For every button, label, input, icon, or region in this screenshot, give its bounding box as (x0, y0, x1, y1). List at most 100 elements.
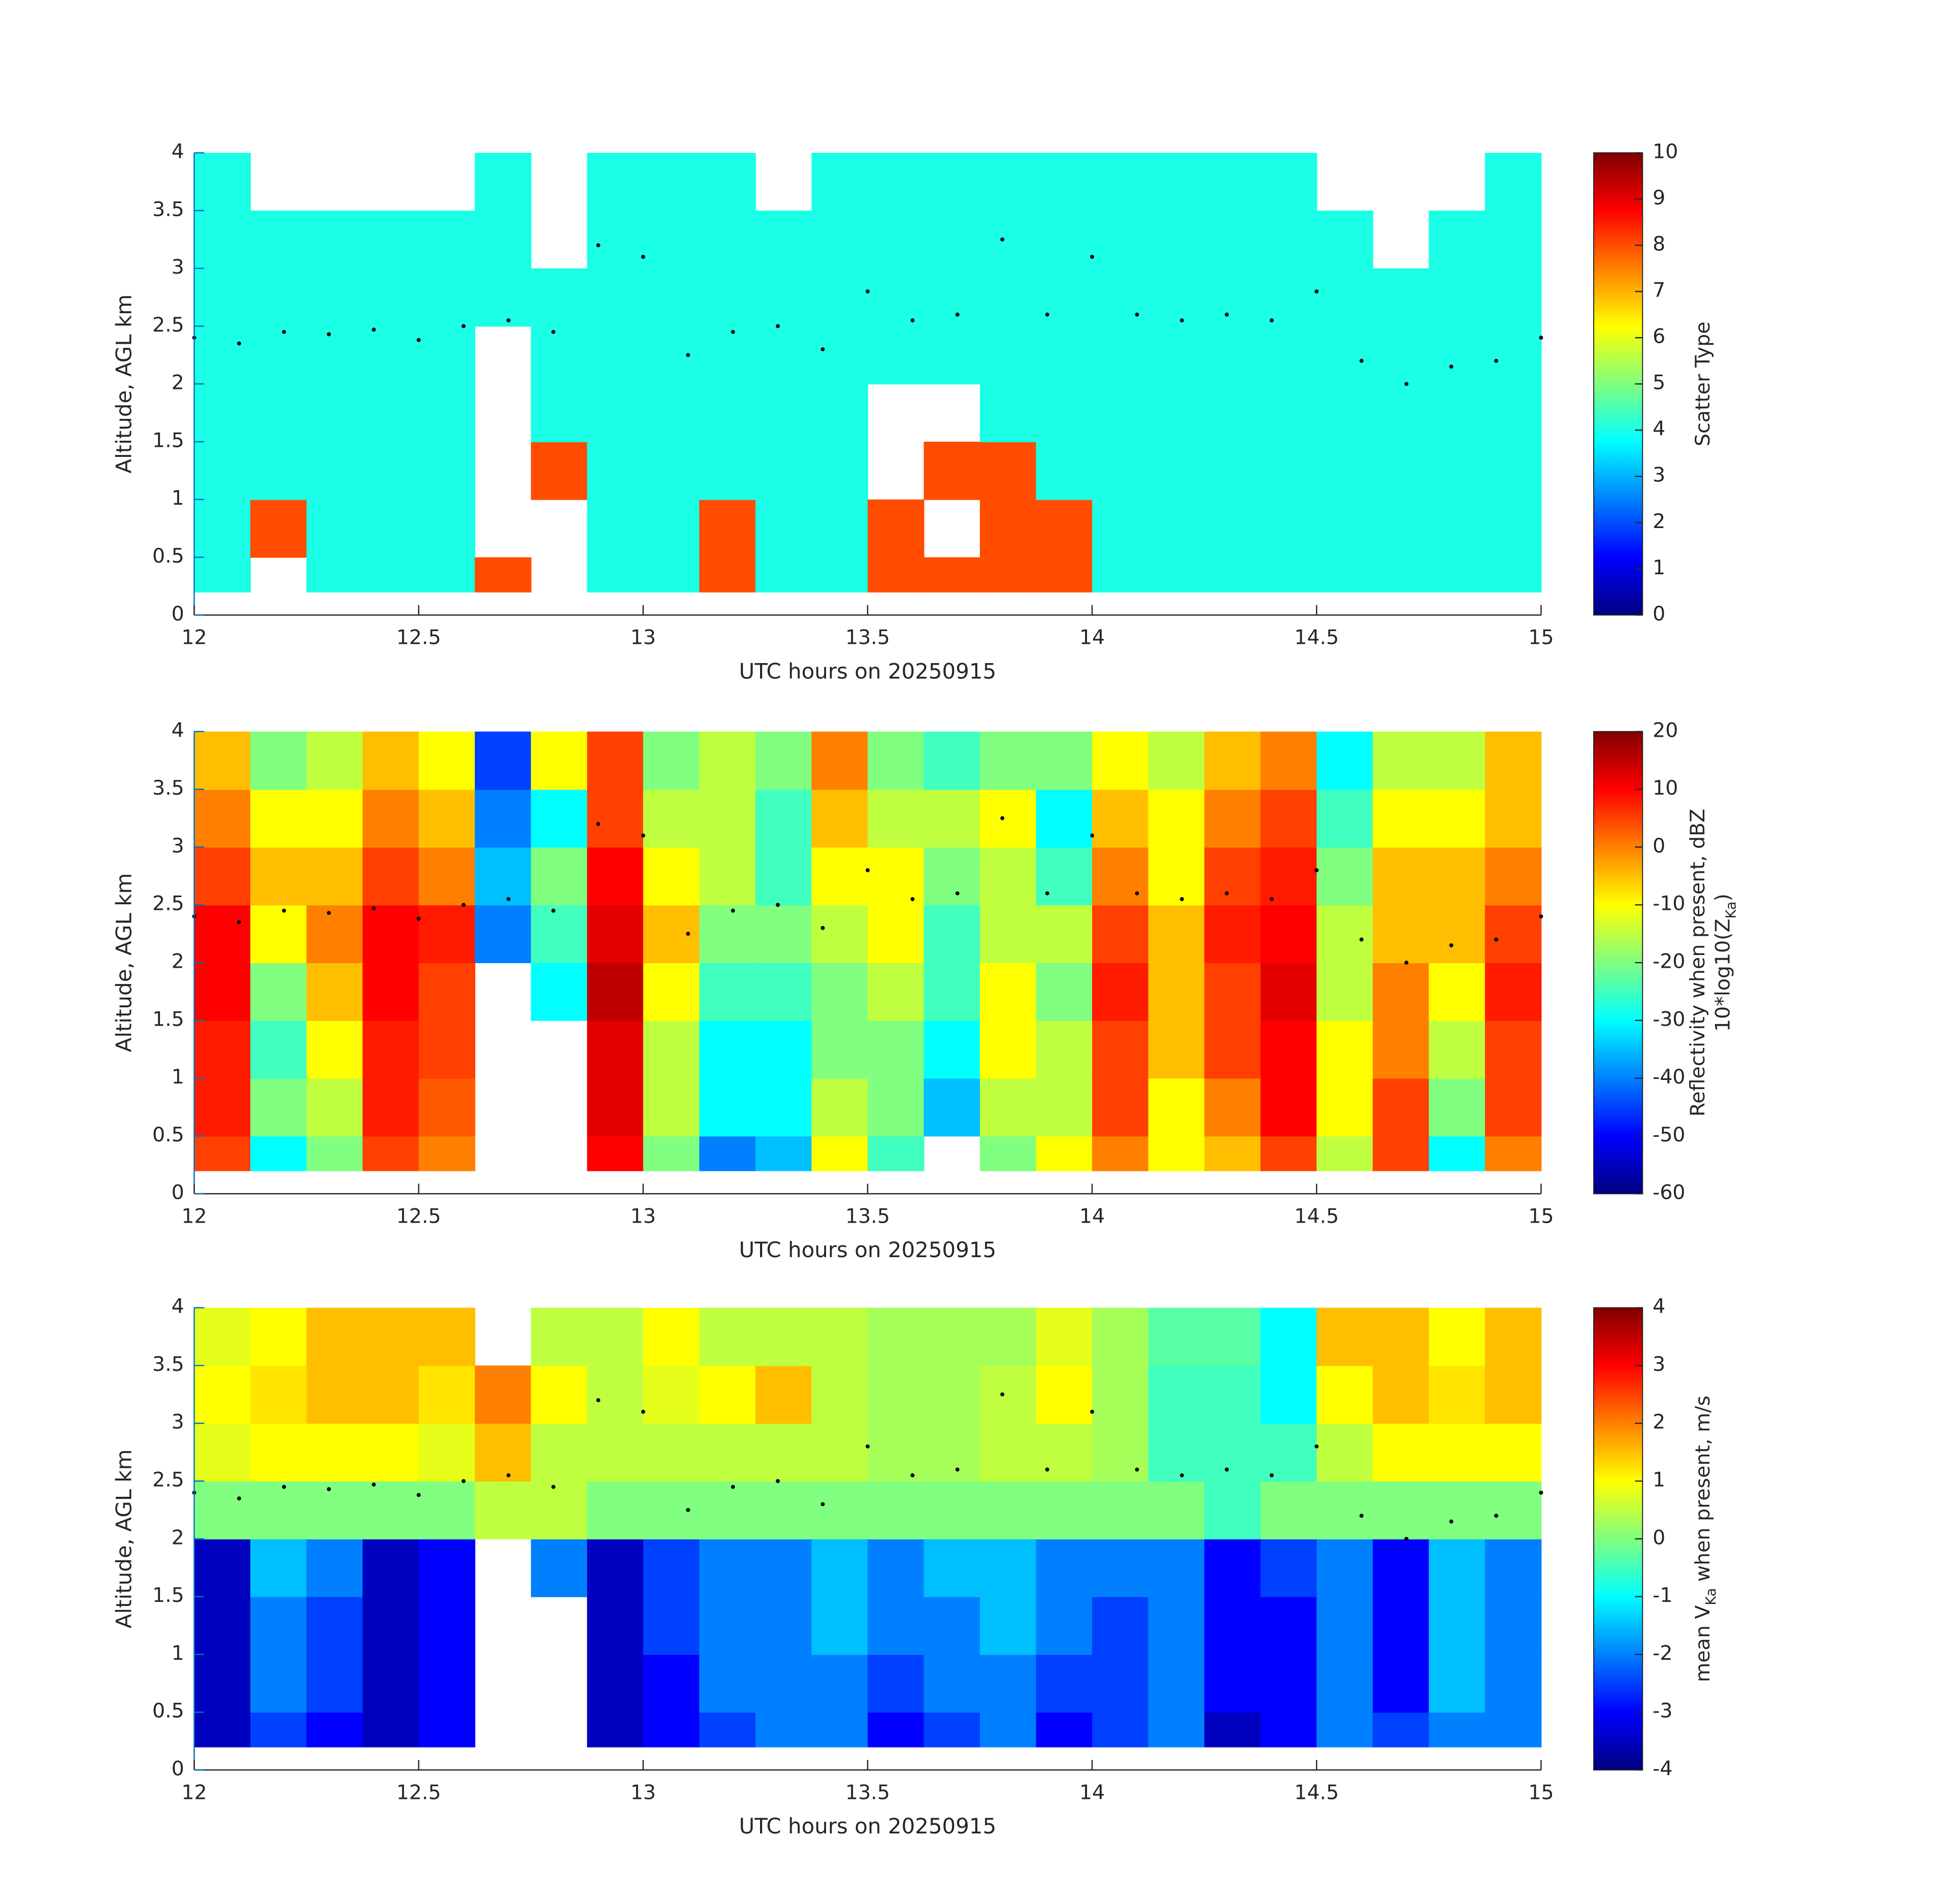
heatmap-cell (1372, 1078, 1430, 1137)
x-tick-label: 12 (181, 626, 207, 649)
heatmap-cell (418, 731, 476, 790)
data-point (326, 911, 331, 915)
heatmap-cell (1204, 1307, 1261, 1366)
heatmap-cell (531, 905, 588, 963)
heatmap-cell (250, 441, 307, 500)
heatmap-cell (587, 557, 644, 593)
heatmap-cell (979, 962, 1037, 1021)
colorbar-tick-label: 5 (1653, 371, 1665, 395)
heatmap-cell (1429, 1078, 1486, 1137)
x-tick-label: 15 (1528, 1781, 1554, 1804)
heatmap-cell (979, 326, 1037, 385)
heatmap-cell (699, 1136, 756, 1171)
data-point (551, 908, 555, 913)
x-tick-label: 13 (631, 626, 656, 649)
heatmap-cell (867, 1136, 925, 1171)
heatmap-cell (306, 210, 364, 269)
heatmap-cell (250, 789, 307, 848)
data-point (506, 318, 511, 322)
heatmap-cell (587, 1365, 644, 1424)
heatmap-cell (363, 1307, 419, 1366)
heatmap-cell (306, 384, 364, 442)
heatmap-cell (306, 1307, 364, 1366)
heatmap-cell (1148, 152, 1205, 211)
heatmap-cell (363, 789, 419, 848)
colorbar-label-part: mean V (1691, 1605, 1715, 1682)
heatmap-cell (418, 962, 476, 1021)
data-point (1359, 1514, 1364, 1518)
heatmap-cell (1204, 499, 1261, 558)
x-tick-label: 14 (1079, 626, 1105, 649)
y-tick-label: 2 (172, 371, 184, 395)
heatmap-cell (1204, 731, 1261, 790)
data-point (641, 1409, 645, 1414)
heatmap-cell (1372, 847, 1430, 906)
heatmap-cell (1148, 326, 1205, 385)
heatmap-cell (1148, 210, 1205, 269)
heatmap-cell (755, 1307, 812, 1366)
heatmap-cell (867, 1307, 925, 1366)
data-point (1045, 891, 1049, 896)
colorbar-tick-label: 10 (1653, 140, 1678, 163)
data-point (1404, 961, 1408, 965)
heatmap-cell (1485, 326, 1542, 385)
heatmap-cell (194, 384, 251, 442)
heatmap-cell (979, 1423, 1037, 1482)
heatmap-cell (250, 1078, 307, 1137)
heatmap-cell (587, 1654, 644, 1713)
data-point (506, 897, 511, 901)
heatmap-cell (1260, 1365, 1318, 1424)
heatmap-cell (643, 1078, 700, 1137)
data-point (326, 332, 331, 337)
heatmap-cell (1485, 557, 1542, 593)
heatmap-cell (1092, 1136, 1149, 1171)
heatmap-cell (979, 441, 1037, 500)
y-tick-label: 3 (172, 834, 184, 858)
heatmap-cell (306, 1654, 364, 1713)
heatmap-cell (699, 210, 756, 269)
heatmap-cell (1036, 1078, 1093, 1137)
x-tick-label: 14.5 (1294, 1205, 1339, 1228)
heatmap-cell (1260, 384, 1318, 442)
colorbar-label-part: Reflectivity when present, dBZ (1686, 809, 1709, 1117)
heatmap-cell (306, 1538, 364, 1597)
heatmap-cell (979, 1020, 1037, 1079)
heatmap-cell (1316, 1020, 1373, 1079)
data-point (1090, 1409, 1094, 1414)
colorbar-tick-label: -60 (1653, 1181, 1685, 1204)
y-tick-label: 2 (172, 949, 184, 973)
heatmap-cell (1485, 962, 1542, 1021)
heatmap-cell (1429, 731, 1486, 790)
heatmap-cell (699, 557, 756, 593)
heatmap-cell (1092, 1365, 1149, 1424)
data-point (731, 908, 735, 913)
heatmap-cell (1260, 1596, 1318, 1655)
heatmap-cell (755, 789, 812, 848)
heatmap-cell (1092, 1538, 1149, 1597)
data-point (641, 833, 645, 838)
heatmap-cell (1316, 1481, 1373, 1539)
heatmap-cell (643, 210, 700, 269)
data-point (865, 289, 870, 294)
heatmap-cell (306, 441, 364, 500)
heatmap-cell (1092, 905, 1149, 963)
heatmap-cell (755, 1654, 812, 1713)
heatmap-cell (811, 441, 868, 500)
heatmap-cell (363, 384, 419, 442)
heatmap-cell (1372, 1538, 1430, 1597)
heatmap-cell (811, 1596, 868, 1655)
heatmap-cell (194, 1423, 251, 1482)
heatmap-cell (1372, 1307, 1430, 1366)
y-tick-label: 4 (172, 140, 184, 163)
heatmap-cell (194, 905, 251, 963)
colorbar-tick-label: 10 (1653, 776, 1678, 800)
heatmap-cell (363, 731, 419, 790)
data-point (237, 920, 241, 925)
heatmap-cell (531, 1423, 588, 1482)
heatmap-cell (1316, 1712, 1373, 1748)
heatmap-cell (699, 499, 756, 558)
data-point (820, 926, 825, 930)
heatmap-cell (1148, 1538, 1205, 1597)
heatmap-cell (250, 1712, 307, 1748)
heatmap-cell (1204, 1020, 1261, 1079)
